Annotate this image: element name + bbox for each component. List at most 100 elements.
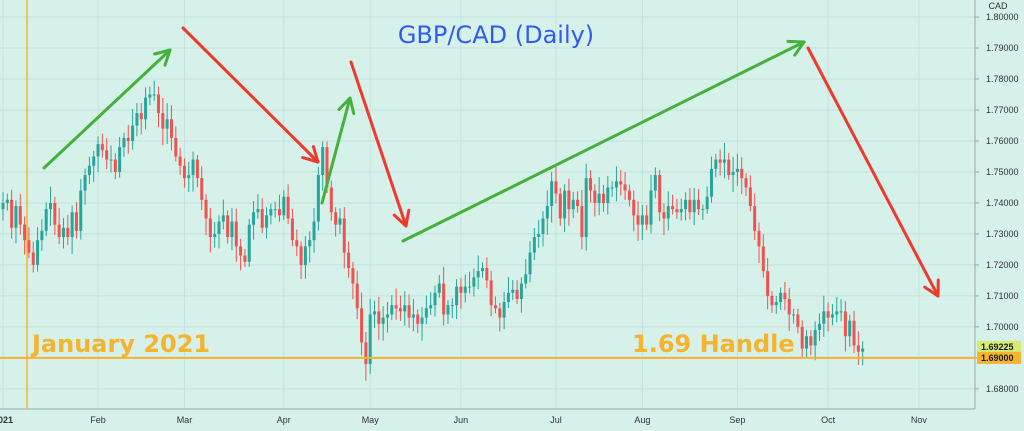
candle-body xyxy=(131,125,135,141)
candle xyxy=(407,294,411,328)
candle xyxy=(53,196,57,235)
candle-body xyxy=(472,277,476,287)
candle-body xyxy=(316,175,320,222)
candle-body xyxy=(1,202,5,210)
candle-body xyxy=(429,305,433,309)
candle xyxy=(735,153,739,186)
candle xyxy=(727,152,731,180)
candle-body xyxy=(640,215,644,225)
candle xyxy=(299,241,303,279)
candle-body xyxy=(390,305,394,315)
candle-body xyxy=(398,308,402,312)
candle xyxy=(554,166,558,204)
candle xyxy=(308,231,312,263)
trend-arrow-shaft xyxy=(42,48,172,170)
trend-arrow-down xyxy=(181,26,320,164)
candle xyxy=(109,145,113,173)
x-tick-label: Apr xyxy=(277,415,291,425)
candle-body xyxy=(718,159,722,163)
candle-body xyxy=(221,215,225,222)
candle-body xyxy=(459,286,463,293)
candle xyxy=(714,153,718,178)
candle-body xyxy=(53,202,57,225)
candle-body xyxy=(109,159,113,161)
y-tick-label: 1.68000 xyxy=(986,384,1019,394)
trend-arrow-head xyxy=(337,96,356,116)
candle-body xyxy=(200,178,204,200)
candle-body xyxy=(338,218,342,225)
candle xyxy=(5,193,9,211)
candle-body xyxy=(601,193,605,203)
candle xyxy=(144,87,148,130)
trend-arrow-shaft xyxy=(806,46,940,298)
y-tick-label: 1.80000 xyxy=(986,12,1019,22)
candle-body xyxy=(377,311,381,324)
candle xyxy=(627,184,631,207)
y-tick-label: 1.77000 xyxy=(986,105,1019,115)
y-tick-label: 1.70000 xyxy=(986,322,1019,332)
candle xyxy=(848,314,852,347)
candle-body xyxy=(861,348,865,352)
trend-arrow-up xyxy=(320,96,356,205)
candle xyxy=(118,136,122,178)
candle xyxy=(169,105,173,151)
y-tick-label: 1.72000 xyxy=(986,260,1019,270)
candle xyxy=(165,103,169,144)
candle xyxy=(684,192,688,221)
candle xyxy=(342,207,346,269)
candle-body xyxy=(554,181,558,194)
candle xyxy=(312,208,316,253)
candle xyxy=(563,184,567,233)
candle xyxy=(515,280,519,305)
candle xyxy=(766,258,770,310)
candle-body xyxy=(735,168,739,172)
candle xyxy=(614,166,618,202)
candle xyxy=(234,208,238,262)
candle xyxy=(243,248,247,267)
candle-body xyxy=(550,181,554,207)
candle-body xyxy=(420,317,424,324)
candle-body xyxy=(23,224,27,241)
candle-body xyxy=(234,221,238,247)
candle-body xyxy=(519,283,523,300)
x-tick-label: Mar xyxy=(177,415,193,425)
candle xyxy=(368,298,372,374)
candle-body xyxy=(649,190,653,225)
price-badge-label: 1.69225 xyxy=(981,342,1014,352)
candle-body xyxy=(230,221,234,238)
time-axis[interactable]: 2021 Feb Mar Apr May Jun Jul Aug Sep Oct Nov xyxy=(0,415,927,425)
candle xyxy=(623,172,627,200)
candle-body xyxy=(632,199,636,216)
candle xyxy=(295,229,299,257)
candle xyxy=(640,205,644,240)
trend-arrow-head xyxy=(786,39,806,57)
candle xyxy=(260,198,264,234)
candle xyxy=(709,156,713,203)
annotation-169-handle: 1.69 Handle xyxy=(632,330,795,358)
candle-body xyxy=(178,156,182,166)
candle xyxy=(861,341,865,366)
candle-body xyxy=(528,252,532,275)
candle-body xyxy=(614,181,618,188)
candle xyxy=(753,193,757,241)
candle xyxy=(226,210,230,244)
candle xyxy=(174,126,178,162)
candle-body xyxy=(843,311,847,337)
overlay-lines xyxy=(0,0,975,409)
candle-body xyxy=(260,209,264,228)
x-tick-label: May xyxy=(362,415,380,425)
price-badge: 1.69000 xyxy=(977,351,1021,364)
candle-body xyxy=(148,94,152,98)
candle-body xyxy=(282,196,286,216)
candle-body xyxy=(463,286,467,293)
candle-body xyxy=(830,314,834,318)
y-tick-label: 1.78000 xyxy=(986,74,1019,84)
candle xyxy=(70,205,74,254)
candle-body xyxy=(839,311,843,313)
candle xyxy=(476,255,480,290)
candle-body xyxy=(567,190,571,210)
candle xyxy=(658,169,662,222)
candle-body xyxy=(545,206,549,219)
